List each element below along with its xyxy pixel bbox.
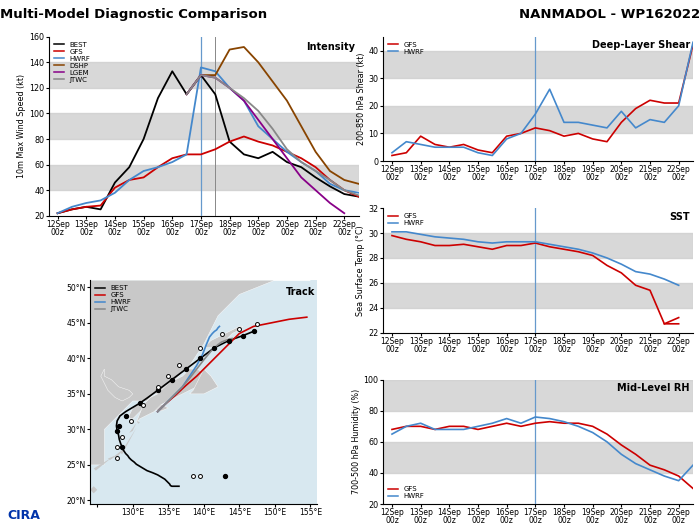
Polygon shape [120, 428, 136, 454]
Polygon shape [150, 405, 168, 411]
Legend: GFS, HWRF: GFS, HWRF [387, 485, 426, 500]
Point [174, 361, 185, 370]
Point [237, 331, 248, 340]
Point [111, 454, 122, 462]
Text: CIRA: CIRA [7, 509, 40, 522]
Bar [49, 62, 358, 88]
Legend: GFS, HWRF: GFS, HWRF [387, 212, 426, 227]
Bar [49, 113, 358, 139]
Bar [384, 50, 693, 78]
Point [195, 343, 206, 352]
Text: Mid-Level RH: Mid-Level RH [617, 383, 690, 393]
Point [216, 329, 228, 338]
Bar [384, 283, 693, 308]
Point [152, 386, 163, 394]
Point [126, 417, 137, 425]
Point [209, 343, 220, 352]
Point [251, 320, 262, 329]
Polygon shape [136, 369, 211, 422]
Polygon shape [94, 458, 111, 470]
Point [113, 422, 124, 430]
Bar [49, 165, 358, 190]
Point [162, 372, 174, 380]
Point [166, 375, 177, 384]
Polygon shape [130, 402, 144, 419]
Polygon shape [190, 369, 218, 394]
Polygon shape [136, 421, 140, 424]
Point [138, 401, 149, 409]
Legend: BEST, GFS, HWRF, JTWC: BEST, GFS, HWRF, JTWC [94, 284, 132, 313]
Point [111, 427, 122, 435]
Point [220, 471, 231, 480]
Text: Deep-Layer Shear: Deep-Layer Shear [592, 40, 690, 50]
Y-axis label: Sea Surface Temp (°C): Sea Surface Temp (°C) [356, 225, 365, 316]
Bar [384, 380, 693, 411]
Point [234, 324, 245, 333]
Point [134, 399, 146, 407]
Polygon shape [108, 454, 118, 460]
Point [188, 471, 199, 480]
Point [111, 443, 122, 452]
Y-axis label: 700-500 hPa Humidity (%): 700-500 hPa Humidity (%) [351, 389, 360, 495]
Legend: BEST, GFS, HWRF, DSHP, LGEM, JTWC: BEST, GFS, HWRF, DSHP, LGEM, JTWC [52, 40, 92, 84]
Polygon shape [130, 423, 136, 433]
Point [223, 337, 235, 345]
Bar [384, 233, 693, 258]
Point [152, 383, 163, 391]
Point [195, 471, 206, 480]
Point [248, 327, 259, 335]
Text: Multi-Model Diagnostic Comparison: Multi-Model Diagnostic Comparison [0, 8, 267, 21]
Point [116, 443, 127, 452]
Point [120, 412, 132, 420]
Y-axis label: 10m Max Wind Speed (kt): 10m Max Wind Speed (kt) [18, 74, 26, 178]
Bar [384, 442, 693, 473]
Point [116, 432, 127, 440]
Bar [384, 106, 693, 133]
Polygon shape [204, 327, 243, 348]
Polygon shape [101, 369, 133, 401]
Point [181, 365, 192, 373]
Point [195, 354, 206, 363]
Legend: GFS, HWRF: GFS, HWRF [387, 40, 426, 56]
Text: Intensity: Intensity [307, 42, 356, 52]
Text: Track: Track [286, 287, 315, 297]
Text: SST: SST [669, 212, 690, 222]
Polygon shape [90, 280, 310, 465]
Text: NANMADOL - WP162022: NANMADOL - WP162022 [519, 8, 700, 21]
Polygon shape [90, 486, 97, 494]
Y-axis label: 200-850 hPa Shear (kt): 200-850 hPa Shear (kt) [356, 52, 365, 145]
Polygon shape [115, 447, 126, 458]
